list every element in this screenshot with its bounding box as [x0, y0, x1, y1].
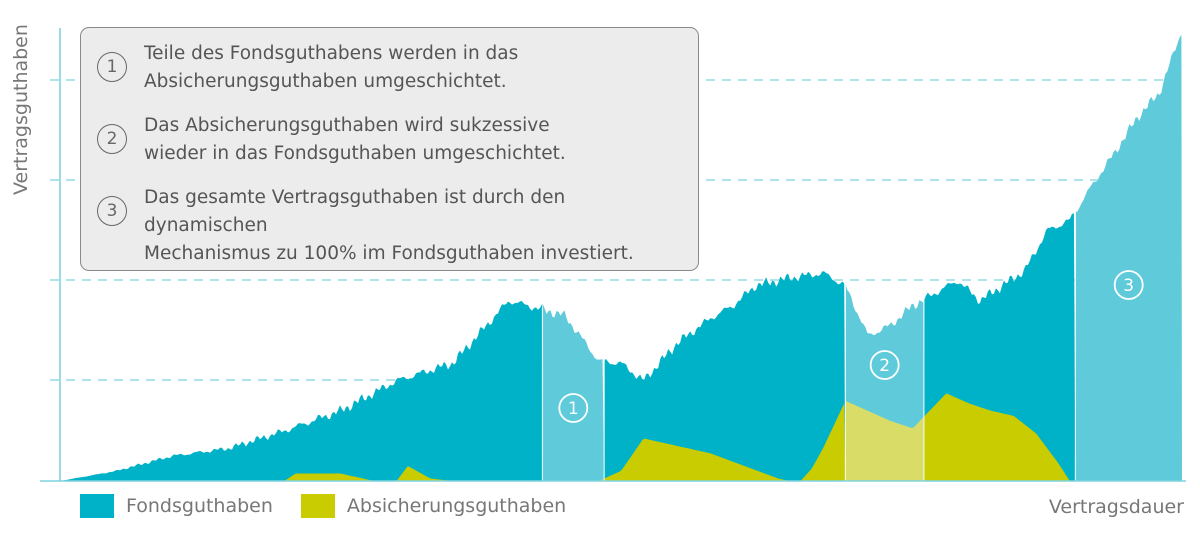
absicherung-area — [923, 393, 1076, 481]
x-axis-label: Vertragsdauer — [1048, 496, 1184, 518]
absicherung-area-phase — [845, 400, 924, 481]
info-text: Teile des Fondsguthabens werden in das A… — [144, 43, 519, 92]
step-number-1: 1 — [97, 52, 127, 82]
legend-swatch-absicherungsguthaben — [300, 494, 335, 518]
phase-marker-circle — [1113, 270, 1144, 300]
legend-label: Fondsguthaben — [126, 495, 273, 517]
phase-marker-circle — [869, 350, 900, 380]
legend-label: Absicherungsguthaben — [346, 495, 567, 517]
fonds-area — [604, 271, 846, 481]
phase-marker-label: 3 — [1123, 276, 1134, 296]
phase-marker-label: 1 — [568, 399, 579, 419]
absicherung-area — [60, 466, 543, 481]
info-text: Das Absicherungsguthaben wird sukzessive… — [144, 115, 566, 164]
fonds-area-phase — [542, 303, 605, 481]
legend-item-fondsguthaben: Fondsguthaben — [80, 494, 273, 518]
info-row: 2 Das Absicherungsguthaben wird sukzessi… — [97, 112, 684, 168]
info-row: 1 Teile des Fondsguthabens werden in das… — [97, 40, 684, 96]
phase-marker-label: 2 — [879, 356, 890, 376]
y-axis-label: Vertragsguthaben — [10, 24, 32, 195]
info-text: Das gesamte Vertragsguthaben ist durch d… — [144, 187, 634, 264]
info-row: 3 Das gesamte Vertragsguthaben ist durch… — [97, 184, 684, 268]
phase-marker-circle — [558, 393, 589, 423]
step-number-2: 2 — [97, 124, 127, 154]
absicherung-area — [604, 403, 846, 481]
fonds-area — [60, 301, 543, 481]
fonds-area-phase — [1075, 34, 1182, 481]
legend: Fondsguthaben Absicherungsguthaben — [80, 494, 594, 518]
step-number-3: 3 — [97, 196, 127, 226]
info-box: 1 Teile des Fondsguthabens werden in das… — [80, 27, 699, 271]
legend-item-absicherungsguthaben: Absicherungsguthaben — [300, 494, 567, 518]
legend-swatch-fondsguthaben — [80, 494, 114, 518]
